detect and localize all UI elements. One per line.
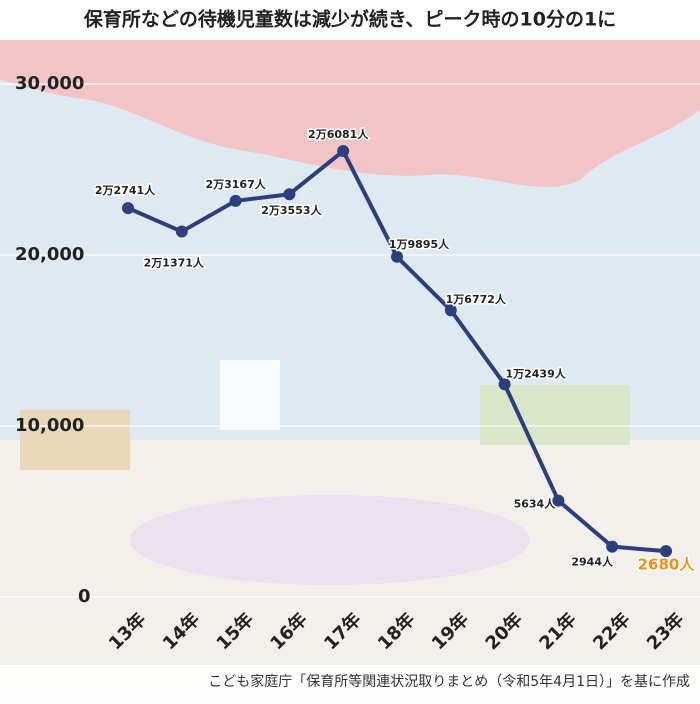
data-point: [606, 540, 619, 553]
data-point: [444, 304, 457, 317]
data-label: 2万3553人: [261, 203, 322, 217]
title-background: [0, 0, 700, 40]
data-label: 2万2741人: [95, 183, 156, 197]
data-label: 5634人: [514, 497, 557, 511]
data-point: [337, 145, 350, 158]
y-tick-label: 10,000: [15, 415, 84, 436]
shelf: [480, 385, 630, 445]
y-tick-label: 0: [78, 586, 91, 607]
data-point: [283, 188, 296, 201]
ceiling-decoration: [0, 0, 700, 187]
data-label: 1万2439人: [505, 366, 566, 380]
data-label: 2680人: [638, 556, 696, 574]
shelf: [20, 410, 130, 470]
footer-background: [0, 665, 700, 700]
cabinet: [220, 360, 280, 430]
data-label: 2万6081人: [308, 127, 369, 141]
data-label: 2944人: [571, 555, 614, 569]
data-point: [175, 225, 188, 238]
data-point: [229, 194, 242, 207]
source-note: こども家庭庁「保育所等関連状況取りまとめ（令和5年4月1日）」を基に作成: [208, 673, 690, 690]
data-label: 1万9895人: [389, 237, 450, 251]
data-point: [122, 202, 134, 215]
rug: [130, 495, 530, 585]
data-point: [391, 250, 403, 263]
y-tick-label: 30,000: [15, 73, 84, 94]
chart-title: 保育所などの待機児童数は減少が続き、ピーク時の10分の1に: [83, 8, 616, 31]
data-point: [498, 378, 511, 391]
data-label: 2万1371人: [144, 256, 205, 270]
data-label: 2万3167人: [205, 177, 266, 191]
data-point: [660, 545, 672, 558]
data-label: 1万6772人: [446, 292, 507, 306]
data-point: [552, 494, 565, 507]
y-tick-label: 20,000: [15, 244, 84, 265]
